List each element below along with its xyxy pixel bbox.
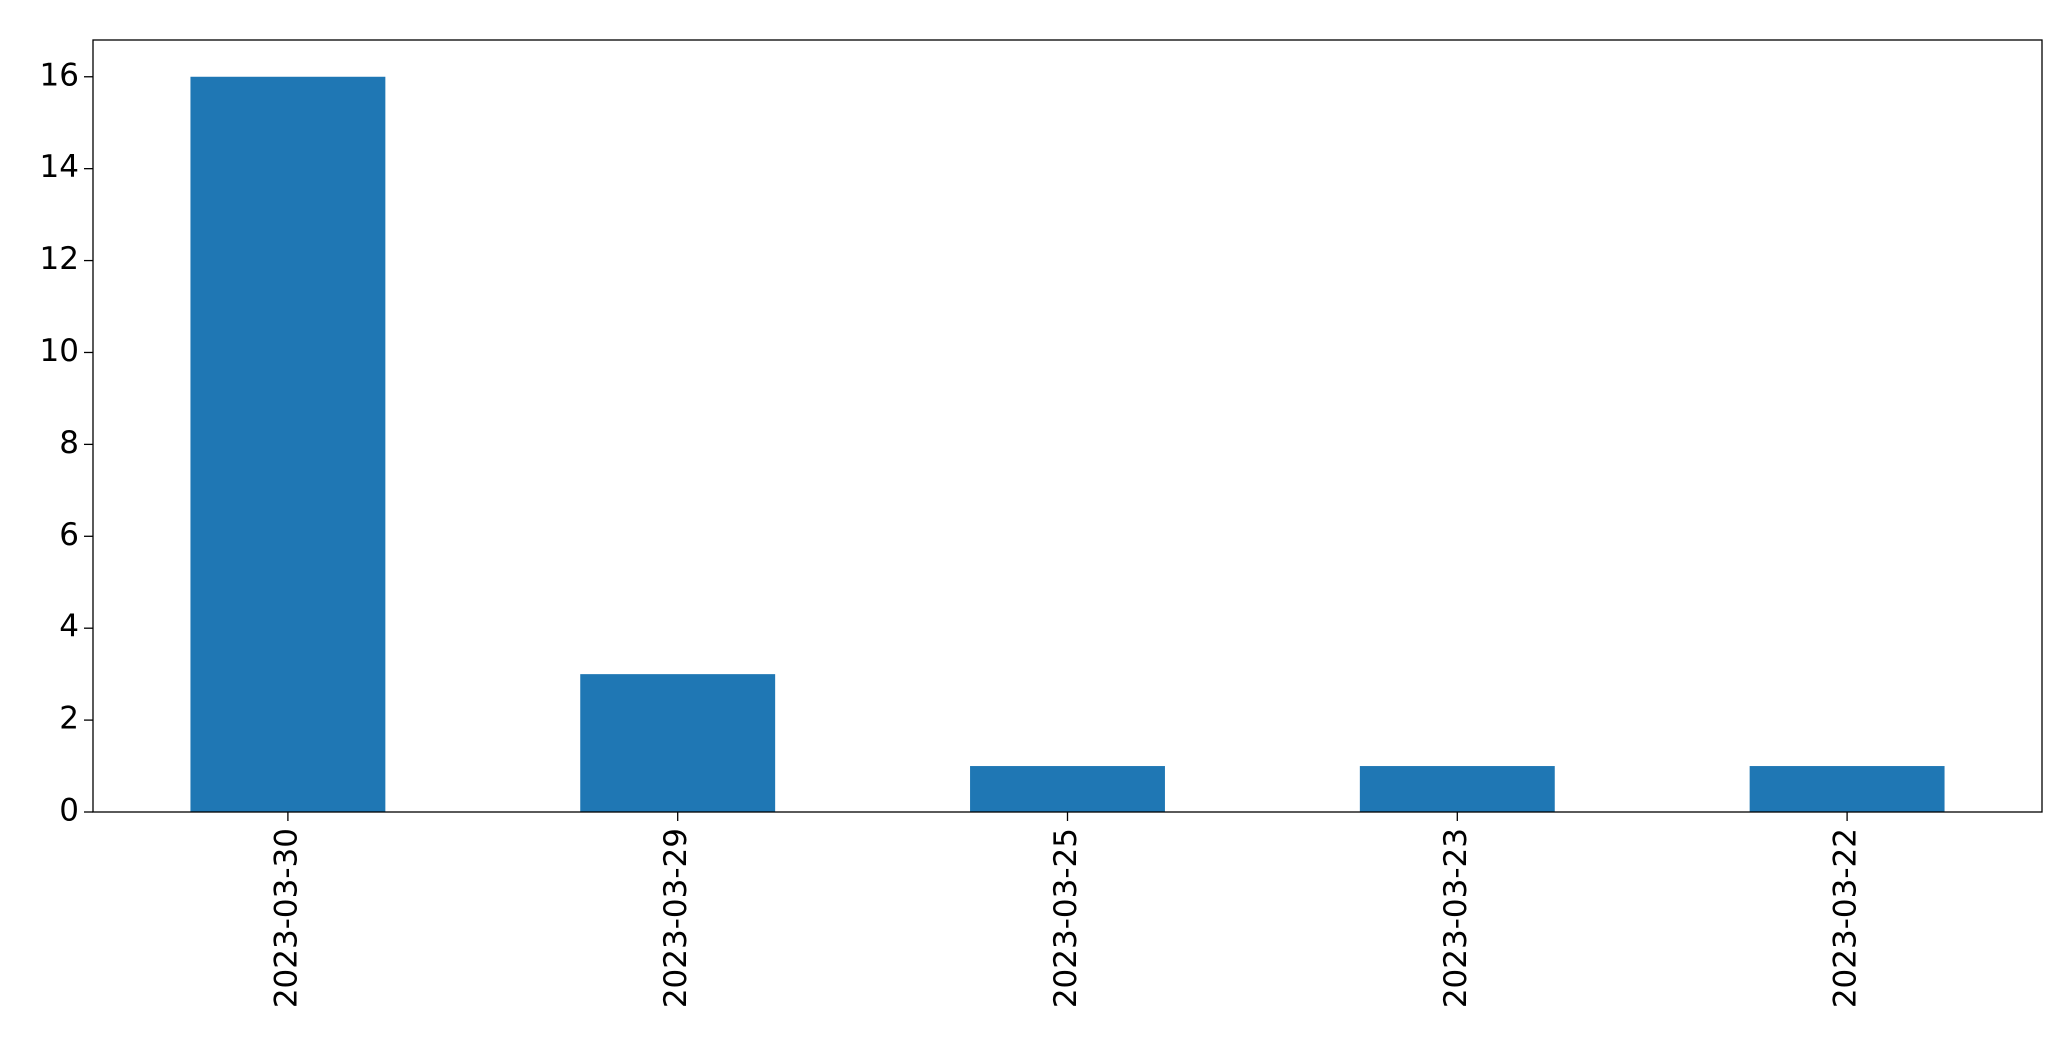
x-tick-label: 2023-03-30: [268, 828, 304, 1008]
x-tick-label: 2023-03-22: [1828, 828, 1864, 1008]
bar: [1359, 766, 1555, 812]
y-tick-label: 12: [40, 241, 79, 277]
y-tick-label: 4: [59, 609, 79, 645]
bar: [190, 76, 386, 812]
bar: [1749, 766, 1945, 812]
y-tick-label: 2: [59, 701, 79, 737]
y-tick-label: 10: [40, 333, 79, 369]
x-tick-label: 2023-03-23: [1438, 828, 1474, 1008]
bar: [580, 674, 776, 812]
y-tick-label: 8: [59, 425, 79, 461]
y-tick-label: 16: [40, 57, 79, 93]
y-tick-label: 6: [59, 517, 79, 553]
y-tick-label: 0: [59, 793, 79, 829]
axes-frame: [92, 39, 2043, 813]
x-tick-label: 2023-03-25: [1048, 828, 1084, 1008]
x-tick-label: 2023-03-29: [658, 828, 694, 1008]
plot-area: [93, 40, 2042, 812]
bar: [970, 766, 1165, 812]
y-tick-label: 14: [40, 149, 79, 185]
